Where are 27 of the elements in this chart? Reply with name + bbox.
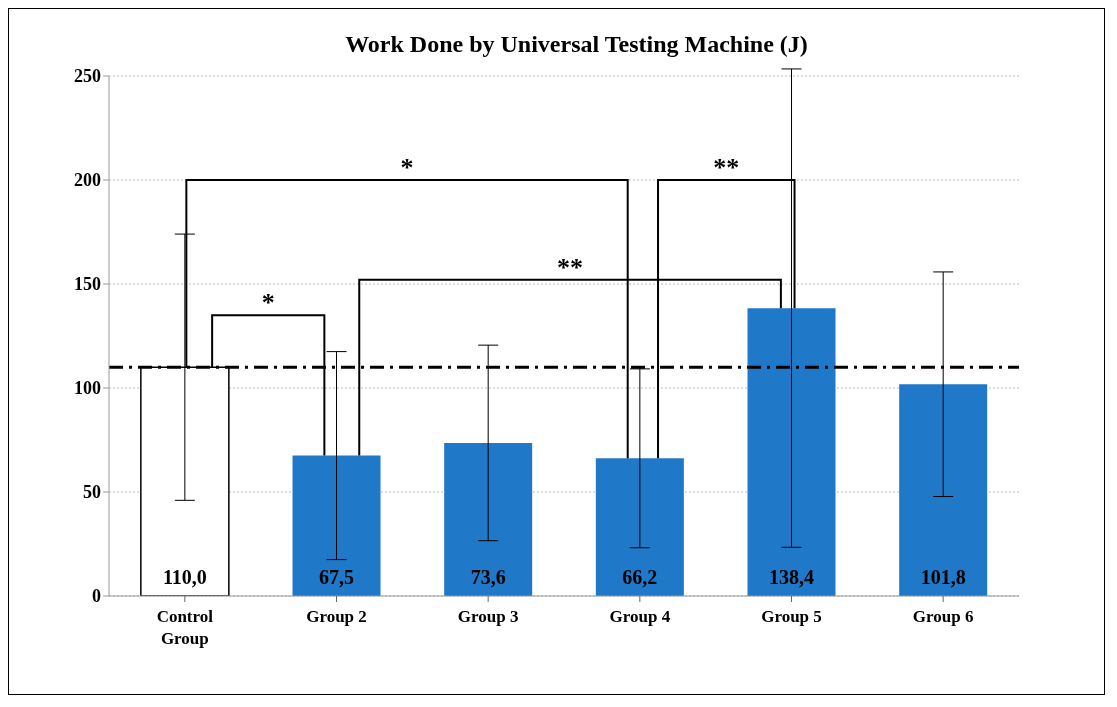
x-tick-label: Group 2	[306, 607, 367, 626]
y-tick-label: 0	[92, 586, 101, 607]
annotation: *	[400, 153, 414, 182]
x-tick-label: Control Group	[156, 607, 214, 648]
data-label: 101,8	[920, 566, 966, 588]
y-tick-label: 200	[74, 170, 101, 191]
annotation: **	[713, 153, 740, 182]
data-label: 110,0	[162, 566, 207, 588]
bar	[595, 458, 684, 596]
annotation: *	[261, 288, 275, 318]
data-label: 66,2	[622, 566, 658, 588]
y-tick-label: 250	[74, 66, 101, 87]
bar	[292, 455, 381, 596]
bar	[899, 384, 988, 596]
y-tick-label: 100	[74, 378, 101, 399]
data-label: 73,6	[470, 566, 506, 588]
annotation: **	[557, 252, 584, 282]
x-tick-label: Group 4	[609, 607, 671, 626]
y-tick-label: 150	[74, 274, 101, 295]
bar	[444, 442, 533, 596]
chart-title: Work Done by Universal Testing Machine (J)	[344, 31, 809, 58]
x-tick-label: Group 5	[761, 607, 822, 626]
data-label: 138,4	[769, 566, 815, 588]
data-label: 67,5	[319, 566, 355, 588]
x-tick-label: Group 6	[912, 607, 974, 626]
x-tick-label: Group 3	[457, 607, 519, 626]
y-tick-label: 50	[83, 482, 101, 503]
